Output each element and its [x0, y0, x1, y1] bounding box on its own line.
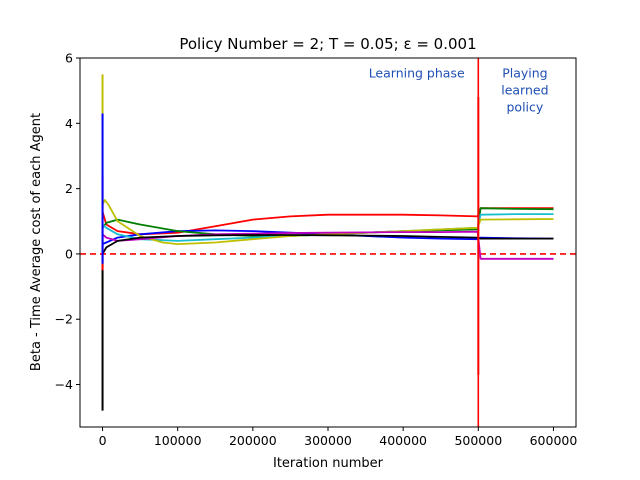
annotation-1: Learning phase — [369, 66, 465, 81]
series-line-7 — [101, 234, 554, 255]
y-tick-label: 4 — [65, 116, 73, 131]
x-tick-label: 500000 — [454, 433, 502, 448]
x-tick-label: 0 — [99, 433, 107, 448]
y-tick-label: −2 — [55, 312, 73, 327]
chart-title: Policy Number = 2; T = 0.05; ε = 0.001 — [179, 35, 476, 53]
y-tick-label: 2 — [65, 181, 73, 196]
plot-frame — [79, 57, 577, 428]
x-axis-label: Iteration number — [273, 456, 384, 471]
x-tick-label: 600000 — [530, 433, 578, 448]
annotation-2: Playing learned policy — [501, 66, 548, 115]
y-axis-label: Beta - Time Average cost of each Agent — [29, 113, 44, 371]
y-tick-label: 6 — [65, 51, 73, 66]
y-tick-label: −4 — [55, 377, 73, 392]
y-tick-label: 0 — [65, 246, 73, 261]
x-tick-label: 300000 — [304, 433, 352, 448]
x-tick-label: 200000 — [229, 433, 277, 448]
x-tick-label: 400000 — [379, 433, 427, 448]
x-tick-label: 100000 — [154, 433, 202, 448]
